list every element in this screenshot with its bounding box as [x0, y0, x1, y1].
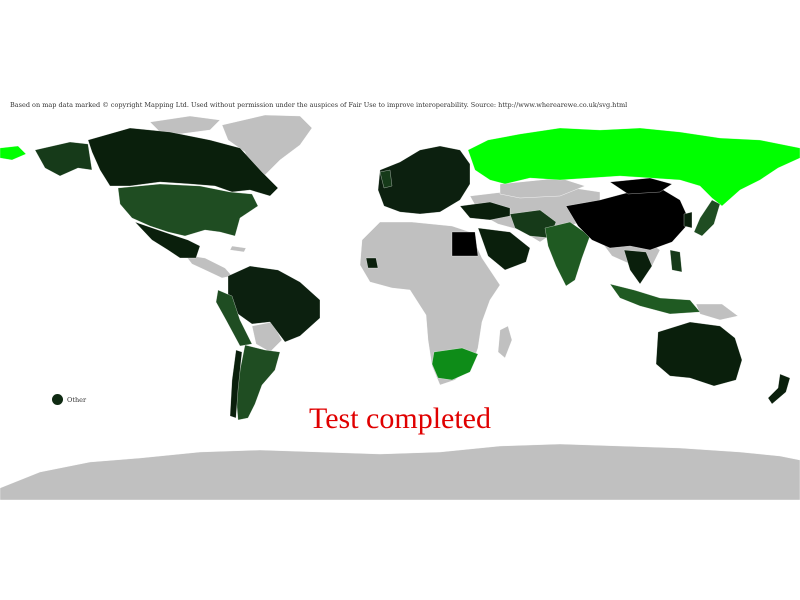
chile-region	[229, 349, 243, 419]
mexico-region	[134, 221, 201, 259]
saudi-region	[477, 227, 531, 271]
morocco-region	[365, 257, 379, 269]
no-data-land	[0, 114, 800, 501]
south-africa-region	[431, 347, 479, 381]
egypt-region	[451, 231, 479, 257]
europe-region	[377, 145, 471, 215]
peru-region	[215, 289, 253, 347]
usa-region	[117, 183, 259, 237]
map-attribution: Based on map data marked © copyright Map…	[10, 101, 628, 109]
turkey-region	[459, 201, 511, 221]
korea-region	[683, 211, 693, 229]
status-message: Test completed	[308, 402, 491, 435]
legend-label-other: Other	[67, 395, 87, 404]
se-asia-region	[623, 249, 653, 285]
caribbean-shape	[229, 245, 247, 253]
australia-region	[655, 321, 743, 387]
chukotka-region	[0, 145, 27, 161]
canada-region	[87, 127, 279, 197]
alaska-region	[34, 141, 93, 177]
legend-swatch-other	[52, 394, 63, 405]
madagascar-shape	[497, 325, 513, 359]
new-zealand-region	[767, 373, 791, 405]
papua-shape	[695, 303, 739, 321]
central-america-shape	[184, 254, 233, 279]
bolivia-shape	[251, 321, 283, 353]
map-legend: Other	[52, 394, 86, 405]
uk-region	[379, 169, 393, 189]
indonesia-region	[609, 283, 701, 315]
data-countries	[0, 127, 800, 421]
antarctica-shape	[0, 443, 800, 501]
philippines-region	[669, 249, 683, 273]
africa-shape	[359, 221, 501, 386]
russia-region	[467, 127, 800, 207]
japan-region	[693, 199, 721, 237]
india-region	[544, 221, 591, 287]
mongolia-region	[609, 177, 673, 195]
